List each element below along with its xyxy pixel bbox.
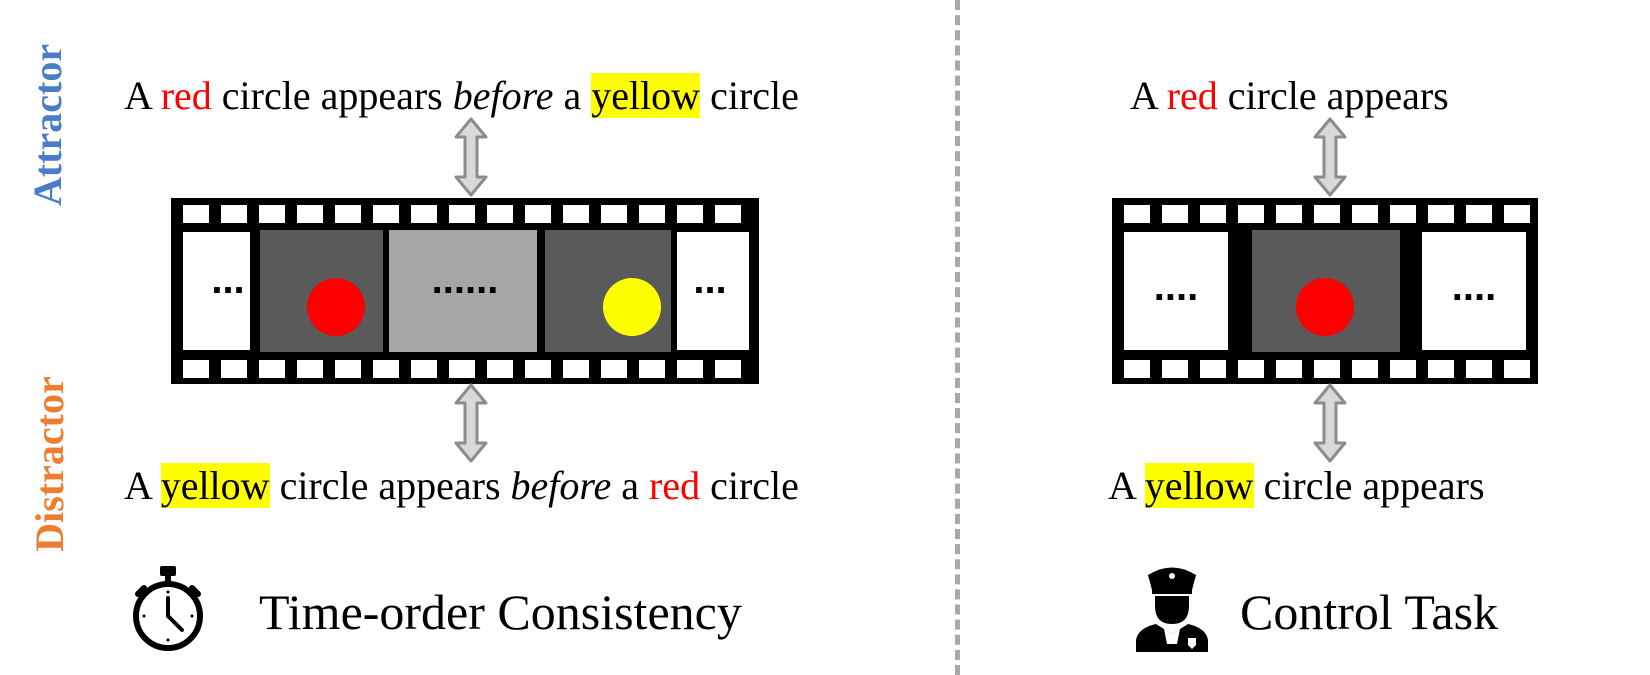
word: circle appears bbox=[1263, 463, 1485, 508]
word-red: red bbox=[160, 73, 212, 118]
word-red: red bbox=[1166, 73, 1218, 118]
word: A bbox=[124, 73, 151, 118]
left-frame-blank-2 bbox=[677, 232, 749, 350]
word: A bbox=[124, 463, 151, 508]
left-sprocket-holes-top bbox=[183, 205, 741, 223]
word-before: before bbox=[510, 463, 612, 508]
word: A bbox=[1108, 463, 1135, 508]
word: circle bbox=[710, 73, 799, 118]
word: circle appears bbox=[279, 463, 501, 508]
right-frame-blank-2 bbox=[1422, 232, 1526, 350]
word: A bbox=[1130, 73, 1157, 118]
double-arrow-icon bbox=[454, 117, 488, 197]
panel-divider bbox=[955, 0, 960, 675]
word-yellow-highlight: yellow bbox=[160, 463, 270, 508]
left-film-strip: ... ...... ... bbox=[171, 198, 759, 384]
left-frame-blank-1 bbox=[183, 232, 250, 350]
frame-ellipsis: .... bbox=[1154, 265, 1198, 309]
double-arrow-icon bbox=[1313, 383, 1347, 463]
yellow-circle bbox=[603, 278, 661, 336]
red-circle bbox=[1296, 278, 1354, 336]
right-sprocket-holes-top bbox=[1124, 205, 1530, 223]
right-distractor-sentence: A yellow circle appears bbox=[1108, 462, 1485, 510]
word: circle appears bbox=[1227, 73, 1449, 118]
frame-ellipsis: ... bbox=[211, 258, 244, 302]
double-arrow-icon bbox=[454, 383, 488, 463]
double-arrow-icon bbox=[1313, 117, 1347, 197]
left-sprocket-holes-bottom bbox=[183, 360, 741, 378]
word: circle appears bbox=[221, 73, 443, 118]
left-distractor-sentence: A yellow circle appears before a red cir… bbox=[124, 462, 799, 510]
frame-ellipsis: .... bbox=[1452, 265, 1496, 309]
word-before: before bbox=[452, 73, 554, 118]
word-yellow-highlight: yellow bbox=[591, 73, 701, 118]
left-frame-light bbox=[389, 230, 537, 352]
right-film-strip: .... .... bbox=[1112, 198, 1538, 384]
left-attractor-sentence: A red circle appears before a yellow cir… bbox=[124, 72, 799, 120]
red-circle bbox=[307, 278, 365, 336]
time-order-consistency-title: Time-order Consistency bbox=[259, 584, 742, 640]
word-red: red bbox=[649, 463, 701, 508]
right-frame-blank-1 bbox=[1124, 232, 1228, 350]
word-yellow-highlight: yellow bbox=[1144, 463, 1254, 508]
stopwatch-icon bbox=[133, 566, 203, 651]
word: circle bbox=[710, 463, 799, 508]
control-task-title: Control Task bbox=[1240, 584, 1499, 640]
word: a bbox=[563, 73, 582, 118]
right-sprocket-holes-bottom bbox=[1124, 360, 1530, 378]
right-attractor-sentence: A red circle appears bbox=[1130, 72, 1449, 120]
police-officer-icon bbox=[1136, 567, 1208, 652]
frame-ellipsis: ...... bbox=[432, 258, 499, 302]
word: a bbox=[621, 463, 639, 508]
frame-ellipsis: ... bbox=[693, 258, 726, 302]
